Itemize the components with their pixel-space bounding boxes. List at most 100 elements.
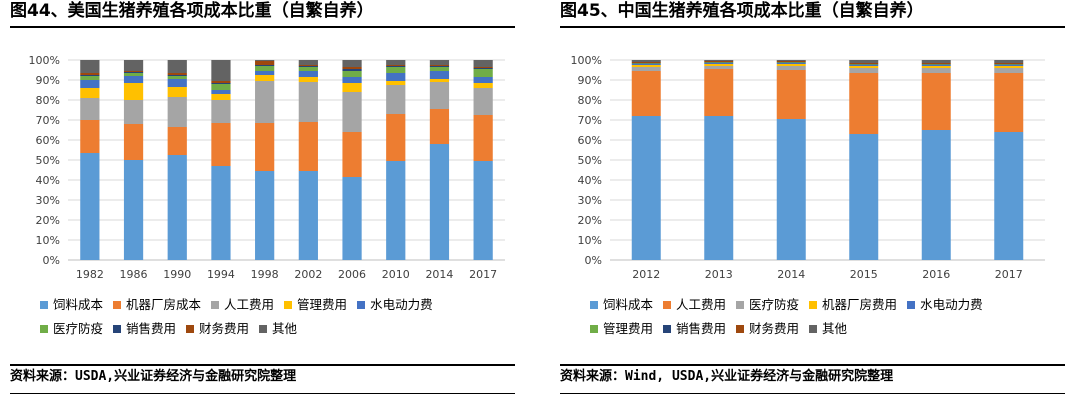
bar-segment — [211, 94, 231, 100]
x-tick-label: 2015 — [850, 268, 878, 281]
bar-segment — [80, 153, 100, 260]
x-tick-label: 2016 — [922, 268, 950, 281]
bar-segment — [776, 119, 806, 260]
legend-swatch — [259, 325, 268, 333]
bar-segment — [776, 64, 806, 66]
legend-item: 医疗防疫 — [40, 317, 103, 341]
title-rule — [10, 26, 515, 28]
legend-item: 水电动力费 — [907, 293, 983, 317]
bar-segment — [80, 80, 100, 88]
legend-item: 其他 — [809, 317, 847, 341]
bar-segment — [921, 64, 951, 65]
bar-segment — [473, 60, 493, 67]
bar-segment — [298, 66, 318, 67]
chart-panel-china: 图45、中国生猪养殖各项成本比重（自繁自养） 0% 10% 20% 30% 40% 50%… — [560, 0, 1070, 404]
bar-segment — [473, 115, 493, 161]
bar-segment — [386, 81, 406, 85]
bar-segment — [849, 63, 879, 64]
bar-segment — [342, 177, 362, 260]
y-tick-label: 40% — [36, 174, 60, 187]
title-rule — [560, 26, 1065, 28]
bar-segment — [255, 61, 275, 65]
bar-segment — [298, 122, 318, 171]
bar-segment — [994, 68, 1024, 73]
bar-segment — [255, 65, 275, 66]
bar-stack — [255, 60, 275, 260]
bar-stack — [167, 60, 187, 260]
legend-swatch — [590, 301, 598, 309]
legend-label: 机器厂房成本 — [126, 297, 202, 312]
bar-segment — [80, 76, 100, 80]
bar-segment — [631, 62, 661, 63]
legend-swatch — [211, 301, 220, 309]
bar-segment — [167, 127, 187, 155]
y-tick-label: 80% — [36, 94, 60, 107]
source-note: 资料来源：Wind, USDA,兴业证券经济与金融研究院整理 — [560, 369, 894, 384]
bar-segment — [849, 134, 879, 260]
legend-item: 机器厂房费用 — [809, 293, 897, 317]
bar-segment — [342, 92, 362, 132]
bar-segment — [211, 123, 231, 166]
legend-item: 人工费用 — [663, 293, 726, 317]
bar-segment — [631, 67, 661, 71]
bar-segment — [921, 73, 951, 130]
legend-label: 其他 — [822, 321, 848, 336]
bar-segment — [211, 100, 231, 123]
bar-stack — [631, 60, 661, 260]
bar-segment — [167, 76, 187, 79]
bar-segment — [994, 66, 1024, 68]
bar-segment — [386, 73, 406, 81]
legend-swatch — [590, 325, 598, 333]
x-tick-label: 1986 — [120, 268, 148, 281]
x-tick-label: 1990 — [163, 268, 191, 281]
bar-segment — [386, 67, 406, 73]
bar-segment — [80, 88, 100, 98]
x-tick-label: 2014 — [425, 268, 453, 281]
legend-swatch — [736, 301, 745, 309]
bar-segment — [255, 60, 275, 61]
bar-segment — [429, 65, 450, 66]
legend-label: 水电动力费 — [370, 297, 433, 312]
bar-segment — [994, 65, 1024, 66]
bar-stack — [298, 60, 318, 260]
bar-segment — [473, 77, 493, 83]
bar-stack — [776, 60, 806, 260]
bar-segment — [429, 66, 450, 67]
bar-segment — [994, 132, 1024, 260]
legend-swatch — [284, 301, 293, 309]
x-tick-label: 2017 — [469, 268, 497, 281]
y-tick-label: 60% — [578, 134, 602, 147]
bar-segment — [255, 75, 275, 81]
bar-segment — [921, 66, 951, 68]
bar-segment — [342, 83, 362, 92]
bar-segment — [429, 79, 450, 82]
bar-segment — [167, 75, 187, 76]
bar-segment — [342, 60, 362, 67]
legend-item: 饲料成本 — [590, 293, 653, 317]
y-tick-label: 100% — [29, 54, 60, 67]
bar-segment — [80, 75, 100, 76]
legend-swatch — [40, 301, 48, 309]
bar-segment — [631, 64, 661, 65]
y-tick-label: 30% — [578, 194, 602, 207]
bar-segment — [631, 71, 661, 116]
bar-segment — [123, 73, 144, 76]
bar-segment — [849, 60, 879, 63]
legend-swatch — [907, 301, 916, 309]
bar-segment — [255, 66, 275, 71]
legend-label: 销售费用 — [126, 321, 177, 336]
bar-stack — [80, 60, 100, 260]
x-tick-label: 2010 — [382, 268, 410, 281]
y-tick-label: 30% — [36, 194, 60, 207]
legend-label: 饲料成本 — [53, 297, 104, 312]
bar-segment — [342, 77, 362, 83]
y-tick-label: 40% — [578, 174, 602, 187]
bar-segment — [123, 124, 144, 160]
legend-label: 饲料成本 — [603, 297, 654, 312]
bar-segment — [776, 66, 806, 70]
x-tick-label: 2002 — [294, 268, 322, 281]
source-rule — [560, 364, 1065, 366]
bar-segment — [386, 66, 406, 67]
bar-segment — [342, 69, 362, 71]
bar-stack — [849, 60, 879, 260]
